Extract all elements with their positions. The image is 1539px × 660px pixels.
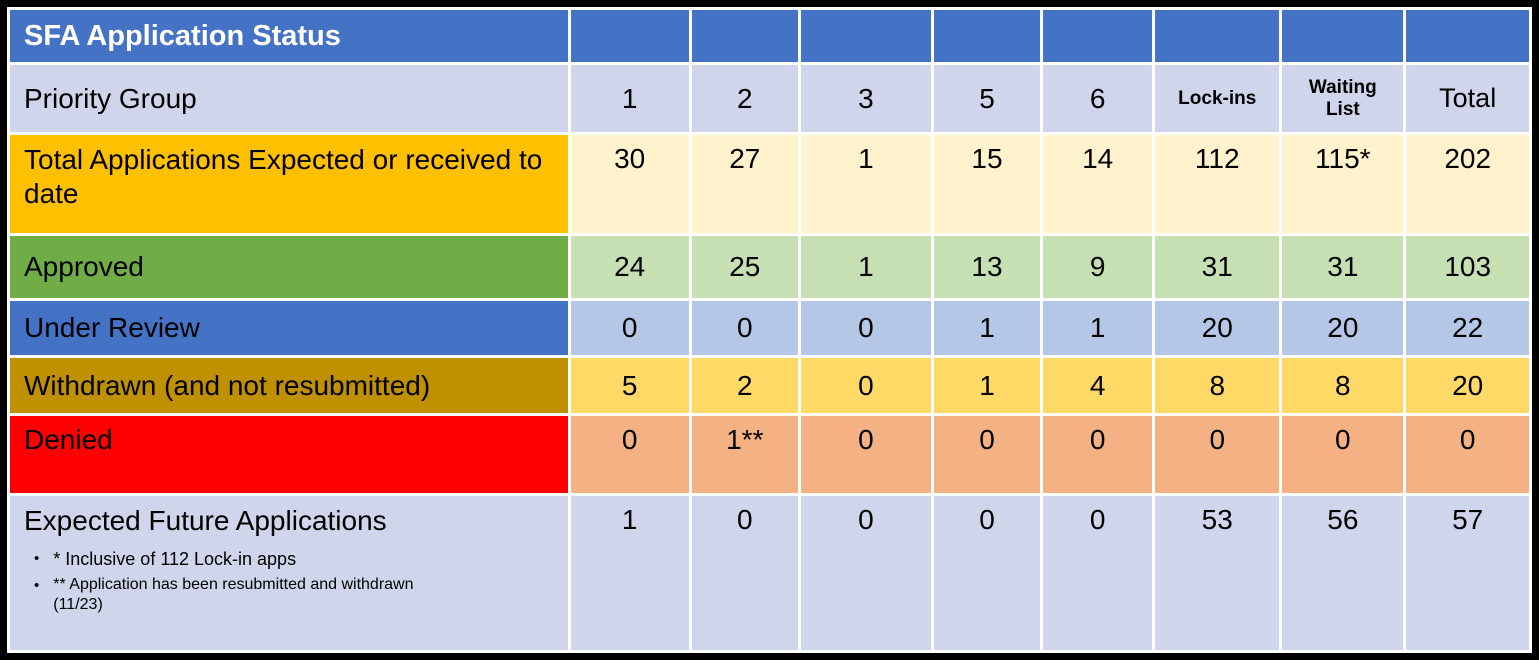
value-cell: 1	[800, 236, 931, 298]
value-cell: 20	[1155, 301, 1280, 355]
value-cell: 0	[570, 416, 689, 493]
title-spacer-cell	[800, 10, 931, 62]
value-cell: 0	[691, 496, 798, 650]
priority-group-label: Priority Group	[10, 65, 568, 132]
footnotes: • * Inclusive of 112 Lock-in apps • ** A…	[24, 548, 560, 616]
title-row: SFA Application Status	[10, 10, 1529, 62]
expected-future-label: Expected Future Applications	[24, 505, 387, 536]
row-under-review: Under Review 0 0 0 1 1 20 20 22	[10, 301, 1529, 355]
value-cell: 24	[570, 236, 689, 298]
value-cell: 0	[800, 496, 931, 650]
title-spacer-cell	[1282, 10, 1404, 62]
column-header-pg2: 2	[691, 65, 798, 132]
column-header-pg5: 5	[933, 65, 1041, 132]
column-header-total: Total	[1406, 65, 1529, 132]
value-cell: 2	[691, 358, 798, 413]
expected-future-label-cell: Expected Future Applications • * Inclusi…	[10, 496, 568, 650]
footnote-lockin-apps: • * Inclusive of 112 Lock-in apps	[34, 548, 560, 571]
value-cell: 202	[1406, 135, 1529, 233]
bullet-icon: •	[34, 549, 40, 567]
value-cell: 0	[800, 301, 931, 355]
approved-label: Approved	[10, 236, 568, 298]
value-cell: 1	[1043, 301, 1153, 355]
value-cell: 0	[933, 496, 1041, 650]
row-withdrawn: Withdrawn (and not resubmitted) 5 2 0 1 …	[10, 358, 1529, 413]
column-header-pg3: 3	[800, 65, 931, 132]
value-cell: 8	[1282, 358, 1404, 413]
footnote-text: * Inclusive of 112 Lock-in apps	[53, 548, 297, 569]
title-spacer-cell	[933, 10, 1041, 62]
value-cell: 30	[570, 135, 689, 233]
value-cell: 0	[570, 301, 689, 355]
value-cell: 57	[1406, 496, 1529, 650]
value-cell: 20	[1282, 301, 1404, 355]
column-header-row: Priority Group 1 2 3 5 6 Lock-ins Waitin…	[10, 65, 1529, 132]
title-spacer-cell	[1155, 10, 1280, 62]
value-cell: 56	[1282, 496, 1404, 650]
value-cell: 1	[800, 135, 931, 233]
sfa-application-status-table: SFA Application Status Priority Group 1 …	[7, 7, 1532, 653]
footnote-resubmitted: • ** Application has been resubmitted an…	[34, 575, 560, 615]
title-spacer-cell	[1043, 10, 1153, 62]
title-spacer-cell	[1406, 10, 1529, 62]
value-cell: 22	[1406, 301, 1529, 355]
row-denied: Denied 0 1** 0 0 0 0 0 0	[10, 416, 1529, 493]
value-cell: 1	[570, 496, 689, 650]
under-review-label: Under Review	[10, 301, 568, 355]
value-cell: 115*	[1282, 135, 1404, 233]
value-cell: 31	[1282, 236, 1404, 298]
value-cell: 0	[1043, 416, 1153, 493]
value-cell: 9	[1043, 236, 1153, 298]
column-header-waiting-list: Waiting List	[1282, 65, 1404, 132]
value-cell: 1**	[691, 416, 798, 493]
value-cell: 13	[933, 236, 1041, 298]
column-header-pg1: 1	[570, 65, 689, 132]
value-cell: 1	[933, 358, 1041, 413]
withdrawn-label: Withdrawn (and not resubmitted)	[10, 358, 568, 413]
value-cell: 53	[1155, 496, 1280, 650]
column-header-pg6: 6	[1043, 65, 1153, 132]
value-cell: 1	[933, 301, 1041, 355]
row-total-applications: Total Applications Expected or received …	[10, 135, 1529, 233]
table-title: SFA Application Status	[10, 10, 568, 62]
value-cell: 20	[1406, 358, 1529, 413]
value-cell: 0	[800, 416, 931, 493]
bullet-icon: •	[34, 577, 40, 595]
row-approved: Approved 24 25 1 13 9 31 31 103	[10, 236, 1529, 298]
value-cell: 0	[691, 301, 798, 355]
value-cell: 0	[1155, 416, 1280, 493]
value-cell: 31	[1155, 236, 1280, 298]
value-cell: 15	[933, 135, 1041, 233]
footnote-text: ** Application has been resubmitted and …	[53, 576, 414, 614]
value-cell: 0	[1282, 416, 1404, 493]
value-cell: 0	[933, 416, 1041, 493]
value-cell: 14	[1043, 135, 1153, 233]
value-cell: 0	[800, 358, 931, 413]
value-cell: 8	[1155, 358, 1280, 413]
value-cell: 0	[1406, 416, 1529, 493]
value-cell: 5	[570, 358, 689, 413]
value-cell: 0	[1043, 496, 1153, 650]
total-applications-label: Total Applications Expected or received …	[10, 135, 568, 233]
value-cell: 27	[691, 135, 798, 233]
value-cell: 25	[691, 236, 798, 298]
column-header-lockins: Lock-ins	[1155, 65, 1280, 132]
value-cell: 103	[1406, 236, 1529, 298]
title-spacer-cell	[570, 10, 689, 62]
value-cell: 112	[1155, 135, 1280, 233]
value-cell: 4	[1043, 358, 1153, 413]
denied-label: Denied	[10, 416, 568, 493]
row-expected-future: Expected Future Applications • * Inclusi…	[10, 496, 1529, 650]
title-spacer-cell	[691, 10, 798, 62]
